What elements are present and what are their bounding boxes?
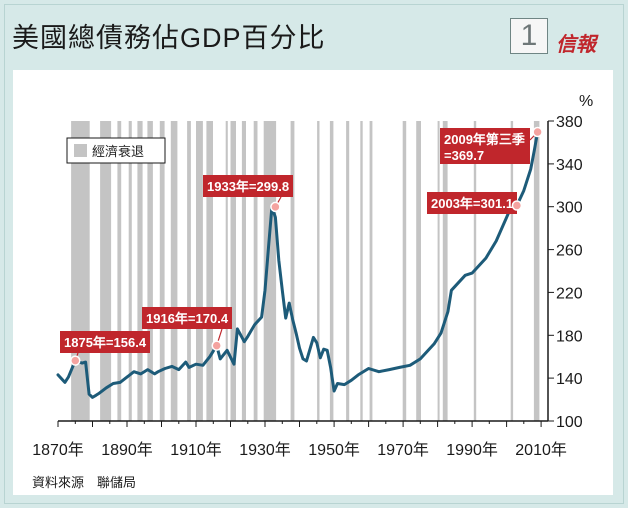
x-tick-label: 1970年	[377, 441, 429, 459]
recession-band	[253, 121, 258, 421]
data-source: 資料來源 聯儲局	[32, 475, 137, 490]
recession-band	[241, 121, 246, 421]
x-tick-label: 1930年	[239, 441, 291, 459]
x-tick-label: 2010年	[515, 441, 567, 459]
annotation-box	[203, 175, 293, 197]
annotation-marker	[532, 126, 543, 138]
legend-label: 經濟衰退	[92, 144, 144, 159]
recession-band	[369, 121, 373, 421]
annotation-box	[440, 128, 530, 164]
recession-band	[128, 121, 132, 421]
recession-band	[117, 121, 122, 421]
x-tick-label: 1990年	[446, 441, 498, 459]
y-tick-label: 180	[556, 328, 583, 345]
annotation-label: =369.7	[444, 148, 484, 163]
annotation-1933: 1933年=299.8	[203, 175, 293, 213]
recession-band	[437, 121, 440, 421]
recession-band	[230, 121, 236, 421]
annotation-marker	[511, 200, 523, 211]
annotation-label: 1875年=156.4	[64, 335, 147, 350]
recession-bands	[71, 121, 540, 421]
y-tick-label: 140	[556, 371, 583, 388]
legend-swatch	[74, 144, 87, 157]
recession-band	[442, 121, 448, 421]
annotation-marker	[270, 201, 281, 213]
annotation-label: 2003年=301.1	[431, 196, 513, 211]
y-tick-label: 300	[556, 200, 583, 217]
y-axis-unit: %	[579, 93, 593, 110]
recession-band	[159, 121, 165, 421]
recession-band	[170, 121, 178, 421]
recession-band	[187, 121, 191, 421]
annotation-1916: 1916年=170.4	[142, 307, 232, 351]
recession-band	[137, 121, 143, 421]
recession-band	[290, 121, 295, 421]
annotation-label: 1933年=299.8	[207, 179, 289, 194]
annotation-marker	[211, 340, 222, 351]
annotation-box	[142, 307, 232, 329]
y-tick-label: 220	[556, 285, 583, 302]
recession-band	[206, 121, 213, 421]
annotation-box	[60, 331, 150, 353]
recession-band	[196, 121, 203, 421]
y-tick-label: 100	[556, 414, 583, 431]
x-tick-label: 1890年	[101, 441, 153, 459]
annotation-label: 2009年第三季	[444, 132, 525, 147]
y-tick-label: 260	[556, 243, 583, 260]
chart-title: 美國總債務佔GDP百分比	[12, 23, 326, 53]
recession-band	[360, 121, 363, 421]
axes: % 1870年 1890年 1910年 1930年 1950年 1970年 1990年 201…	[32, 93, 593, 459]
series-layer	[56, 130, 540, 399]
annotation-1875: 1875年=156.4	[60, 331, 150, 366]
recession-band	[329, 121, 334, 421]
chart-legend: 經濟衰退	[66, 137, 166, 164]
y-tick-label: 340	[556, 157, 583, 174]
x-tick-label: 1950年	[308, 441, 360, 459]
y-tick-label: 380	[556, 114, 583, 131]
recession-band	[317, 121, 320, 421]
x-tick-label: 1910年	[170, 441, 222, 459]
annotation-marker	[70, 355, 81, 366]
recession-band	[533, 121, 540, 421]
recession-band	[100, 121, 112, 421]
recession-band	[346, 121, 350, 421]
recession-band	[510, 121, 514, 421]
series-line	[56, 130, 540, 399]
page-number: 1	[510, 18, 548, 54]
annotation-box	[427, 192, 517, 214]
recession-band	[402, 121, 407, 421]
recession-band	[147, 121, 153, 421]
recession-band	[416, 121, 421, 421]
annotation-2003: 2003年=301.1	[427, 192, 523, 214]
brand-logo: 信報	[556, 32, 596, 56]
x-tick-label: 1870年	[32, 441, 84, 459]
annotation-label: 1916年=170.4	[146, 311, 229, 326]
recession-band	[225, 121, 228, 421]
annotation-layer: 1875年=156.4 1916年=170.4 1933年=299.8 2003年=3…	[60, 126, 543, 366]
annotation-2009: 2009年第三季=369.7	[440, 126, 543, 164]
